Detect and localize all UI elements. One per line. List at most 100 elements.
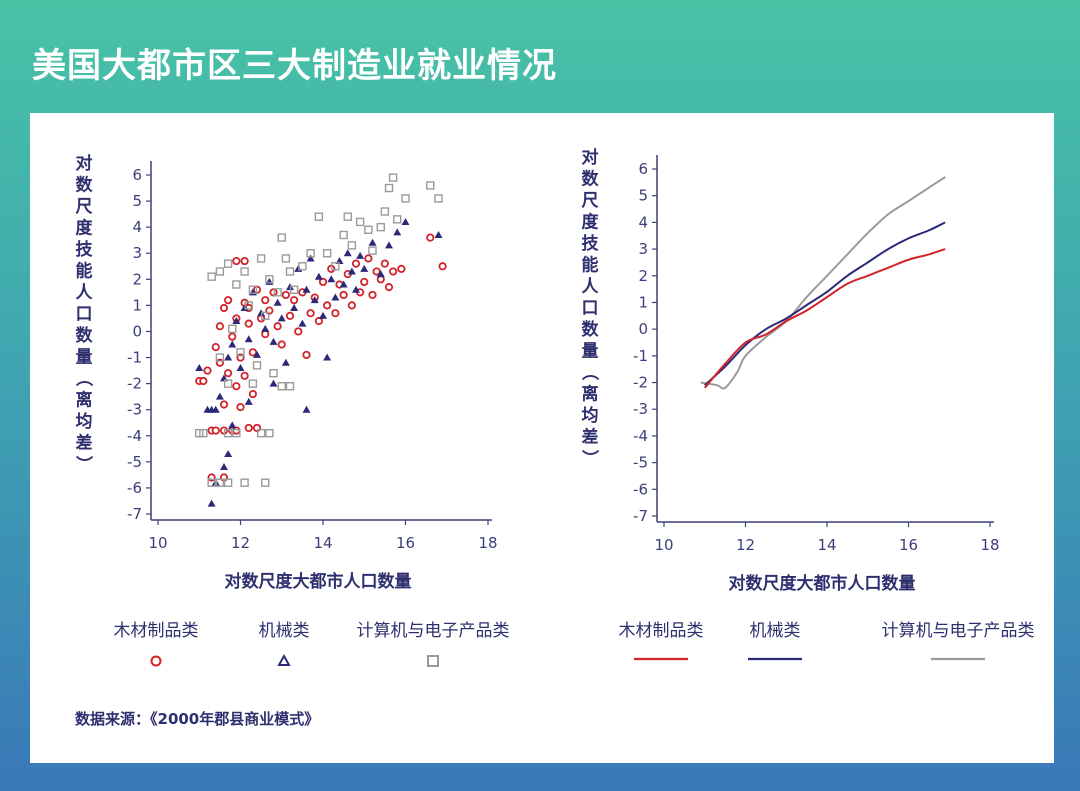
scatter-point-machinery — [385, 241, 393, 249]
scatter-y-axis-title-char: 技 — [76, 239, 94, 260]
scatter-point-electronics — [368, 246, 377, 255]
line-y-tick-label: 4 — [638, 213, 648, 231]
scatter-legend-label-electronics: 计算机与电子产品类 — [357, 621, 510, 641]
scatter-x-tick-label: 10 — [148, 534, 167, 552]
scatter-y-tick-label: 6 — [132, 166, 142, 184]
scatter-point-machinery — [224, 353, 233, 361]
scatter-point-machinery — [352, 285, 360, 293]
scatter-y-axis-title-char: ） — [73, 456, 94, 473]
line-y-axis-title-char: 尺 — [582, 191, 599, 211]
scatter-point-machinery — [207, 499, 216, 507]
scatter-point-electronics — [256, 428, 266, 438]
scatter-point-machinery — [331, 293, 340, 301]
scatter-point-machinery — [310, 296, 319, 304]
scatter-point-electronics — [223, 478, 233, 487]
scatter-x-tick-label: 14 — [313, 534, 332, 552]
scatter-point-wood — [397, 264, 406, 273]
scatter-point-electronics — [199, 428, 208, 438]
scatter-point-wood — [384, 283, 394, 292]
line-y-tick-label: 1 — [638, 293, 648, 311]
page-title: 美国大都市区三大制造业就业情况 — [32, 46, 557, 86]
scatter-point-electronics — [376, 222, 385, 232]
scatter-point-machinery — [269, 337, 278, 345]
scatter-point-machinery — [269, 379, 278, 387]
scatter-point-wood — [273, 322, 282, 331]
scatter-point-machinery — [368, 238, 377, 246]
scatter-point-wood — [331, 309, 340, 318]
line-y-axis-title-char: 差 — [582, 427, 599, 448]
line-x-tick-label: 10 — [654, 536, 673, 554]
scatter-point-electronics — [355, 217, 365, 227]
scatter-x-tick-label: 12 — [231, 534, 250, 552]
scatter-point-machinery — [356, 251, 365, 259]
scatter-point-electronics — [223, 259, 233, 268]
scatter-point-electronics — [273, 288, 282, 297]
scatter-y-tick-label: 2 — [132, 270, 142, 288]
scatter-y-tick-label: -5 — [127, 453, 142, 471]
chart-panel: 6 5 4 3 2 1 0 -1 -2 -3 -4 -5 -6 -7 10 12 14 16 18 对数尺度大都市人口… — [30, 113, 1054, 763]
scatter-point-machinery — [306, 254, 315, 262]
scatter-point-wood — [240, 371, 249, 380]
scatter-point-wood — [203, 366, 212, 375]
scatter-point-machinery — [224, 450, 233, 458]
scatter-point-electronics — [298, 262, 307, 271]
scatter-point-machinery — [314, 272, 323, 280]
scatter-point-wood — [236, 402, 245, 412]
scatter-point-machinery — [195, 363, 204, 371]
scatter-y-tick-label: -4 — [127, 427, 142, 445]
scatter-point-machinery — [323, 353, 332, 361]
scatter-point-wood — [261, 296, 270, 305]
scatter-point-electronics — [343, 212, 352, 221]
scatter-point-wood — [294, 327, 303, 336]
scatter-point-electronics — [331, 262, 340, 271]
scatter-y-axis-title-char: 离 — [76, 390, 93, 411]
scatter-legend-label-wood: 木材制品类 — [114, 621, 199, 641]
scatter-point-electronics — [244, 301, 253, 310]
scatter-point-electronics — [339, 230, 348, 240]
scatter-point-wood — [240, 256, 249, 266]
scatter-point-electronics — [384, 183, 394, 193]
scatter-point-machinery — [290, 303, 299, 311]
line-y-axis-title-char: 数 — [582, 169, 600, 190]
scatter-point-wood — [211, 343, 220, 352]
scatter-point-machinery — [434, 230, 443, 238]
scatter-y-tick-label: 0 — [132, 322, 142, 340]
scatter-point-electronics — [215, 478, 225, 487]
scatter-y-tick-label: 5 — [132, 192, 142, 210]
scatter-point-wood — [224, 369, 233, 378]
scatter-y-axis-title-char: 度 — [76, 218, 94, 239]
scatter-point-machinery — [228, 340, 237, 348]
line-x-tick-label: 14 — [817, 536, 836, 554]
line-legend-label-machinery: 机械类 — [750, 621, 801, 641]
scatter-point-wood — [426, 233, 435, 242]
scatter-point-wood — [277, 340, 286, 349]
line-y-axis-title-char: 对 — [582, 147, 599, 168]
line-y-tick-label: -1 — [633, 347, 648, 365]
scatter-point-wood — [290, 296, 299, 305]
scatter-point-wood — [219, 303, 229, 313]
line-x-tick-label: 18 — [980, 536, 999, 554]
scatter-y-axis-title-char: 口 — [76, 305, 93, 325]
scatter-point-electronics — [285, 267, 295, 276]
line-x-tick-label: 12 — [736, 536, 755, 554]
scatter-point-machinery — [228, 421, 237, 429]
scatter-point-wood — [389, 267, 398, 276]
line-y-tick-label: -2 — [633, 374, 648, 392]
scatter-point-machinery — [339, 280, 348, 288]
scatter-point-electronics — [434, 194, 443, 203]
scatter-point-electronics — [232, 280, 241, 289]
scatter-y-tick-label: -2 — [127, 375, 142, 393]
scatter-y-axis-title-char: （ — [73, 370, 94, 387]
line-y-axis-title-char: 能 — [582, 255, 599, 276]
line-y-axis-title-char: 数 — [582, 319, 600, 340]
scatter-point-electronics — [232, 428, 241, 438]
line-series-electronics — [700, 176, 946, 390]
scatter-point-machinery — [215, 392, 224, 400]
scatter-point-wood — [302, 350, 311, 360]
scatter-legend-marker-triangle — [277, 653, 291, 666]
scatter-point-machinery — [376, 270, 385, 278]
scatter-point-electronics — [252, 361, 262, 370]
scatter-point-machinery — [232, 317, 241, 325]
scatter-point-wood — [372, 267, 381, 276]
